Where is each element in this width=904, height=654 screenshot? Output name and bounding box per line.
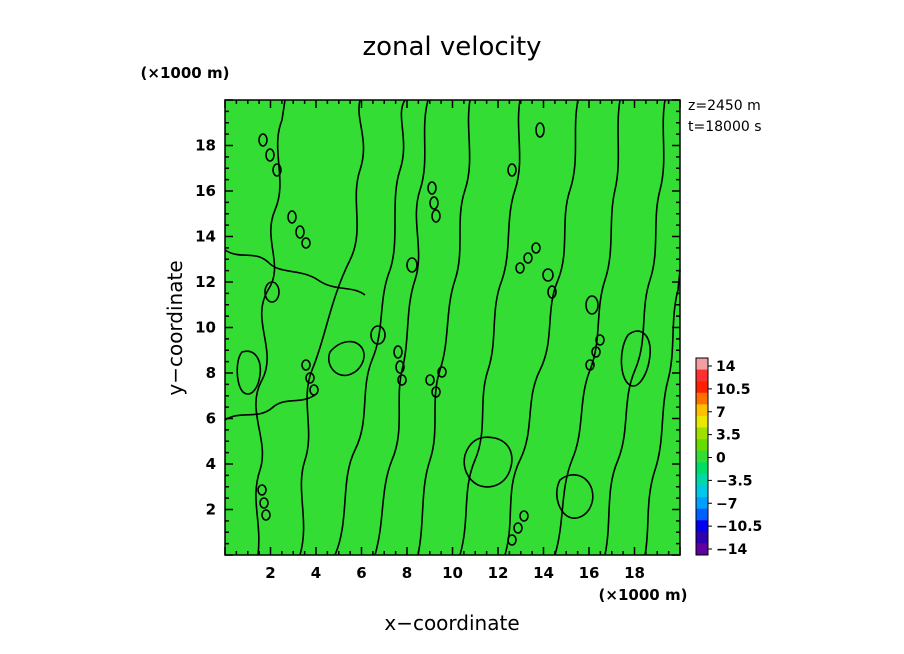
colorbar-label: 10.5: [716, 382, 751, 398]
y-axis-label: y−coordinate: [163, 260, 187, 395]
y-tick-labels: 2 4 6 8 10 12 14 16 18: [195, 137, 216, 519]
colorbar-swatch: [696, 392, 708, 405]
colorbar-label: 0: [716, 451, 726, 467]
x-axis-label: x−coordinate: [384, 611, 519, 635]
y-tick-label: 14: [195, 228, 216, 246]
colorbar-label: 3.5: [716, 428, 741, 444]
colorbar-swatch: [696, 450, 708, 463]
colorbar: 14 10.5 7 3.5 0 −3.5 −7 −10.5 −14: [695, 357, 762, 558]
y-tick-label: 16: [195, 182, 216, 200]
colorbar-swatch: [696, 439, 708, 452]
colorbar-label: −14: [716, 542, 747, 558]
y-tick-label: 18: [195, 137, 216, 155]
colorbar-label: −3.5: [716, 473, 753, 489]
colorbar-swatch: [696, 358, 708, 370]
colorbar-swatch: [696, 508, 708, 521]
colorbar-label: 14: [716, 359, 736, 375]
colorbar-label: −7: [716, 496, 737, 512]
colorbar-swatch: [696, 381, 708, 394]
colorbar-swatch: [696, 497, 708, 509]
colorbar-swatch: [696, 427, 708, 440]
y-tick-label: 8: [206, 364, 216, 382]
chart-title: zonal velocity: [362, 32, 541, 62]
x-tick-label: 12: [488, 564, 509, 582]
annotation-t: t=18000 s: [688, 119, 762, 135]
colorbar-swatch: [696, 369, 708, 382]
y-unit-label: (×1000 m): [141, 64, 230, 82]
x-tick-label: 18: [624, 564, 645, 582]
x-tick-labels: 2 4 6 8 10 12 14 16 18: [265, 564, 645, 582]
colorbar-swatch: [696, 520, 708, 533]
y-tick-label: 12: [195, 273, 216, 291]
x-tick-label: 16: [579, 564, 600, 582]
colorbar-swatch: [696, 543, 708, 556]
x-tick-label: 6: [356, 564, 366, 582]
y-tick-label: 4: [206, 455, 216, 473]
colorbar-swatch: [696, 415, 708, 428]
y-tick-label: 2: [206, 501, 216, 519]
annotation-z: z=2450 m: [688, 98, 761, 114]
x-tick-label: 4: [311, 564, 321, 582]
x-tick-label: 10: [442, 564, 463, 582]
colorbar-frame: [695, 357, 709, 556]
x-tick-label: 8: [402, 564, 412, 582]
x-tick-label: 14: [533, 564, 554, 582]
colorbar-swatch: [696, 531, 708, 544]
y-tick-label: 6: [206, 410, 216, 428]
colorbar-label: 7: [716, 405, 726, 421]
contour-lines: [224, 99, 681, 556]
x-unit-label: (×1000 m): [599, 586, 688, 604]
colorbar-label: −10.5: [716, 519, 762, 535]
colorbar-swatch: [696, 462, 708, 475]
colorbar-swatch: [696, 473, 708, 486]
colorbar-swatch: [696, 485, 708, 498]
axis-ticks: [224, 99, 681, 556]
velocity-field: [225, 100, 680, 555]
plot-area: 2 4 6 8 10 12 14 16 18 2 4 6 8 10 12 14 16 18: [195, 99, 681, 582]
x-tick-label: 2: [265, 564, 275, 582]
colorbar-swatch: [696, 404, 708, 417]
y-tick-label: 10: [195, 319, 216, 337]
